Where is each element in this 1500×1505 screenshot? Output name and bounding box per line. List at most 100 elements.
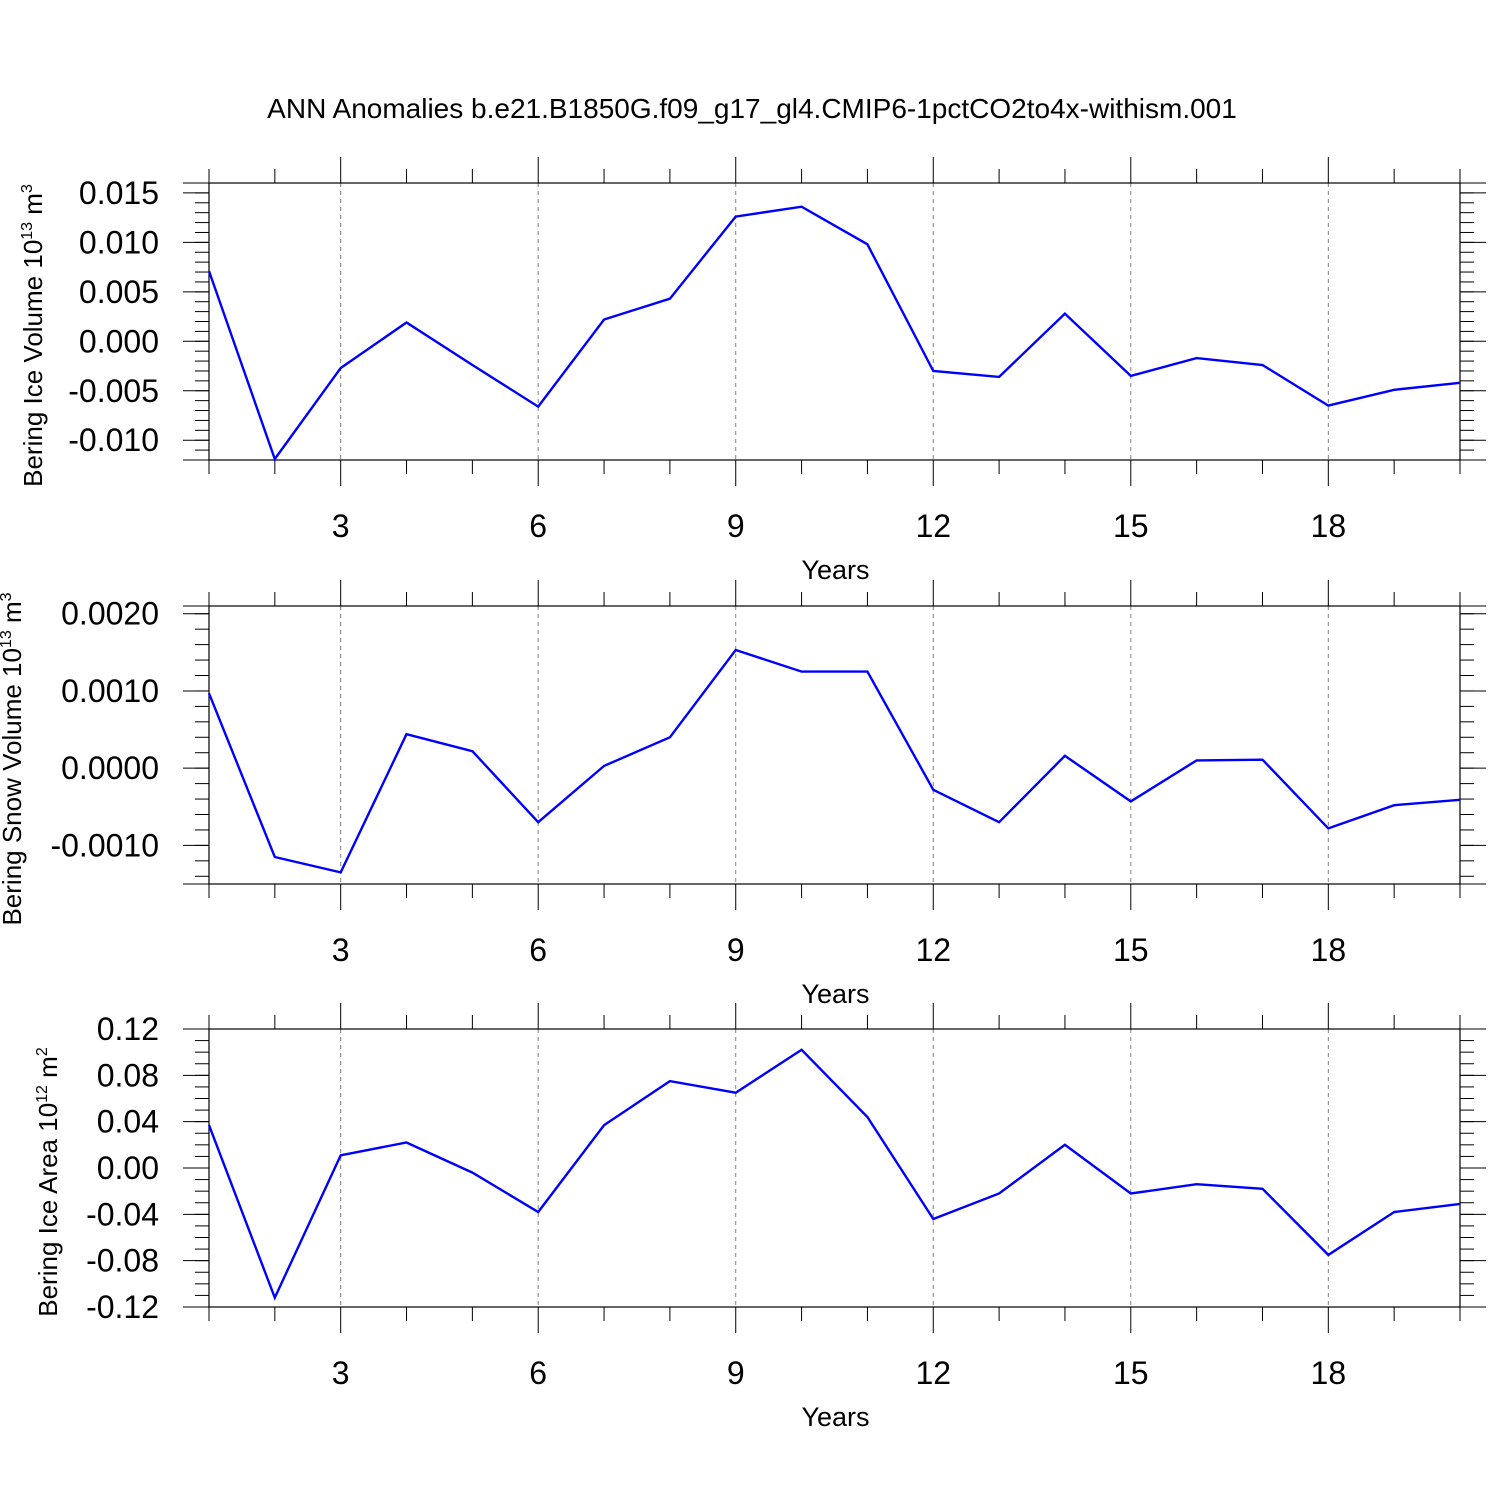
y-tick-label: 0.015 — [79, 175, 159, 211]
data-point — [207, 269, 211, 273]
y-axis-label-exponent: 12 — [34, 1085, 51, 1103]
data-point — [1392, 388, 1396, 392]
data-point — [273, 855, 277, 859]
data-point — [405, 320, 409, 324]
chart-title: ANN Anomalies b.e21.B1850G.f09_g17_gl4.C… — [267, 93, 1237, 124]
data-point — [536, 1210, 540, 1214]
y-axis-label: Bering Ice Area 1012 m2 — [33, 1047, 63, 1317]
data-point — [1063, 1143, 1067, 1147]
x-tick-label: 15 — [1113, 932, 1149, 968]
y-tick-label: -0.0010 — [50, 827, 159, 863]
data-point — [931, 369, 935, 373]
data-point — [1195, 356, 1199, 360]
y-axis-label-text: Bering Ice Area 10 — [33, 1103, 63, 1317]
x-tick-label: 6 — [529, 1355, 547, 1391]
data-point — [734, 648, 738, 652]
data-point — [207, 691, 211, 695]
x-axis-label: Years — [801, 555, 869, 585]
data-point — [602, 1123, 606, 1127]
y-axis-label: Bering Snow Volume 1013 m3 — [0, 592, 27, 925]
y-axis-label-unit: m — [0, 601, 27, 630]
data-point — [734, 1091, 738, 1095]
data-point — [668, 1079, 672, 1083]
data-point — [470, 749, 474, 753]
data-point — [405, 732, 409, 736]
y-axis-label-unit-exponent: 3 — [0, 592, 15, 601]
y-tick-label: -0.005 — [68, 373, 159, 409]
data-point — [865, 1115, 869, 1119]
plot-frame — [208, 605, 1461, 885]
data-point — [1458, 1202, 1462, 1206]
series-line — [207, 648, 1461, 874]
chart-panel-3: 3 6 9 12 15 18 Years -0.12 -0.08 -0.04 0.00 0.04 0.0… — [33, 1003, 1486, 1432]
y-tick-label: -0.12 — [86, 1289, 159, 1325]
data-point — [668, 735, 672, 739]
data-point — [1195, 1182, 1199, 1186]
data-point — [931, 1217, 935, 1221]
y-axis-label-unit-exponent: 3 — [19, 184, 36, 193]
data-point — [1458, 381, 1462, 385]
data-point — [865, 242, 869, 246]
chart-panel-1: 3 6 9 12 15 18 Years -0.010 -0.005 0.000 0.005 0.01… — [18, 157, 1486, 585]
x-tick-label: 9 — [727, 932, 745, 968]
data-point — [536, 820, 540, 824]
y-tick-label: 0.0010 — [61, 673, 159, 709]
data-point — [997, 375, 1001, 379]
series-line — [207, 1048, 1461, 1301]
plot-frame — [208, 1028, 1461, 1308]
x-axis-label: Years — [801, 979, 869, 1009]
x-tick-label: 9 — [727, 1355, 745, 1391]
x-tick-label: 6 — [529, 932, 547, 968]
x-tick-label: 9 — [727, 508, 745, 544]
x-tick-label: 18 — [1311, 932, 1347, 968]
data-point — [997, 820, 1001, 824]
data-point — [602, 764, 606, 768]
y-tick-label: -0.08 — [86, 1243, 159, 1279]
y-tick-label: 0.12 — [97, 1011, 159, 1047]
data-point — [1260, 363, 1264, 367]
x-tick-label: 18 — [1311, 508, 1347, 544]
data-point — [1392, 803, 1396, 807]
y-tick-label: 0.000 — [79, 323, 159, 359]
y-axis-label-unit-exponent: 2 — [34, 1047, 51, 1056]
y-axis-label-exponent: 13 — [0, 630, 15, 648]
data-point — [1129, 374, 1133, 378]
x-tick-label: 3 — [332, 932, 350, 968]
y-axis-label-text: Bering Ice Volume 10 — [18, 240, 48, 487]
data-point — [207, 1123, 211, 1127]
data-point — [1326, 404, 1330, 408]
data-point — [734, 215, 738, 219]
x-tick-label: 3 — [332, 508, 350, 544]
x-tick-label: 6 — [529, 508, 547, 544]
y-axis-label-exponent: 13 — [19, 222, 36, 240]
series-line — [207, 205, 1461, 462]
y-tick-label: 0.005 — [79, 274, 159, 310]
x-tick-label: 3 — [332, 1355, 350, 1391]
x-tick-label: 12 — [915, 932, 951, 968]
data-point — [1260, 758, 1264, 762]
data-point — [273, 457, 277, 461]
data-point — [800, 205, 804, 209]
data-point — [470, 363, 474, 367]
data-point — [1326, 826, 1330, 830]
data-point — [405, 1141, 409, 1145]
data-point — [1458, 798, 1462, 802]
data-point — [1392, 1210, 1396, 1214]
data-point — [339, 870, 343, 874]
y-tick-label: 0.010 — [79, 224, 159, 260]
data-point — [602, 318, 606, 322]
data-point — [931, 788, 935, 792]
data-point — [800, 1048, 804, 1052]
data-point — [339, 366, 343, 370]
y-tick-label: 0.0020 — [61, 596, 159, 632]
chart-panel-2: 3 6 9 12 15 18 Years -0.0010 0.0000 0.0010 0.0020 B… — [0, 580, 1486, 1009]
data-point — [1260, 1187, 1264, 1191]
data-point — [668, 297, 672, 301]
y-axis-label: Bering Ice Volume 1013 m3 — [18, 184, 48, 487]
y-tick-label: 0.04 — [97, 1104, 159, 1140]
data-point — [273, 1296, 277, 1300]
data-point — [536, 405, 540, 409]
y-axis-label-text: Bering Snow Volume 10 — [0, 648, 27, 926]
data-point — [800, 670, 804, 674]
